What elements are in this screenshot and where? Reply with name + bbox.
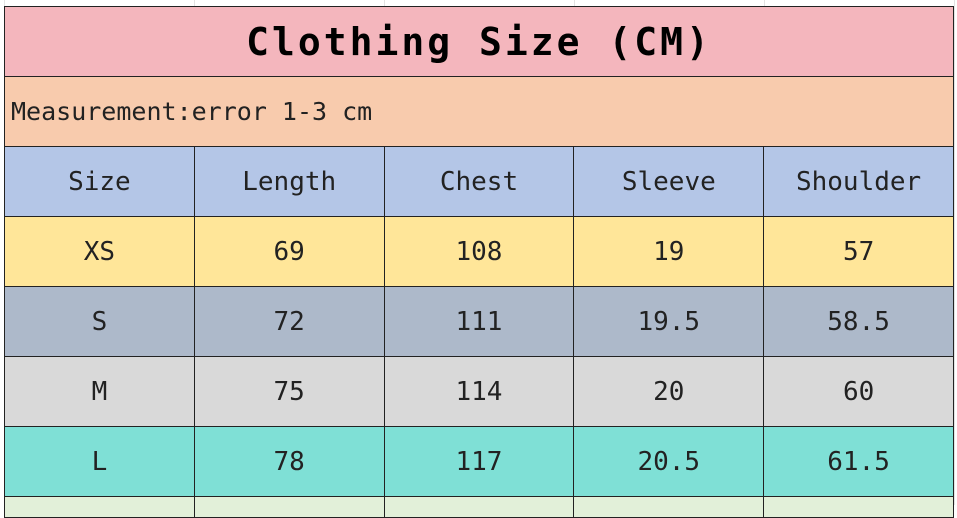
table-row: M 75 114 20 60: [4, 356, 954, 427]
table-row: L 78 117 20.5 61.5: [4, 426, 954, 497]
cell[interactable]: 19.5: [573, 286, 765, 357]
cell[interactable]: 57: [763, 216, 954, 287]
cell[interactable]: [4, 496, 195, 518]
header-cell[interactable]: Sleeve: [573, 146, 765, 217]
cell[interactable]: 78: [193, 426, 385, 497]
table-row: S 72 111 19.5 58.5: [4, 286, 954, 357]
header-cell[interactable]: Size: [4, 146, 195, 217]
cell[interactable]: 111: [383, 286, 575, 357]
cell[interactable]: 60: [763, 356, 954, 427]
cell[interactable]: 114: [383, 356, 575, 427]
measurement-note[interactable]: Measurement:error 1-3 cm: [4, 76, 954, 147]
header-cell[interactable]: Length: [193, 146, 385, 217]
cell[interactable]: 58.5: [763, 286, 954, 357]
cell[interactable]: [763, 496, 954, 518]
cell[interactable]: 20: [573, 356, 765, 427]
cell[interactable]: 75: [193, 356, 385, 427]
cell[interactable]: M: [4, 356, 195, 427]
cell[interactable]: 117: [383, 426, 575, 497]
cell[interactable]: XS: [4, 216, 195, 287]
cell[interactable]: 19: [573, 216, 765, 287]
header-cell[interactable]: Shoulder: [763, 146, 954, 217]
cell[interactable]: 72: [193, 286, 385, 357]
header-cell[interactable]: Chest: [383, 146, 575, 217]
cell[interactable]: [193, 496, 385, 518]
cell[interactable]: [573, 496, 765, 518]
cell[interactable]: S: [4, 286, 195, 357]
cell[interactable]: 69: [193, 216, 385, 287]
cell[interactable]: 61.5: [763, 426, 954, 497]
table-row: XS 69 108 19 57: [4, 216, 954, 287]
table-title[interactable]: Clothing Size (CM): [4, 6, 954, 77]
table-row-partial: [4, 496, 954, 518]
size-chart-table: Clothing Size (CM) Measurement:error 1-3…: [4, 6, 954, 518]
header-row: Size Length Chest Sleeve Shoulder: [4, 146, 954, 217]
cell[interactable]: L: [4, 426, 195, 497]
cell[interactable]: 108: [383, 216, 575, 287]
cell[interactable]: 20.5: [573, 426, 765, 497]
cell[interactable]: [383, 496, 575, 518]
